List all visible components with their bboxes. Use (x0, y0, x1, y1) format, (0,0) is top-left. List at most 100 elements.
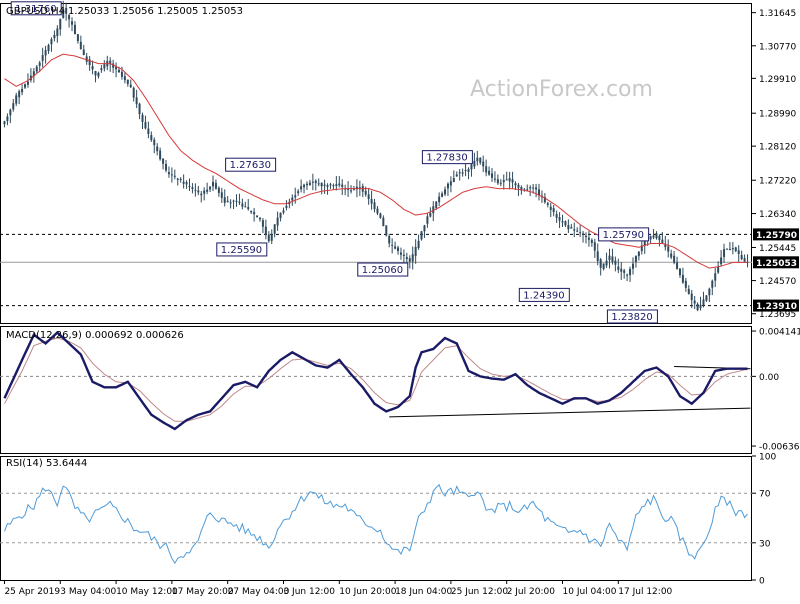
candle-body (59, 19, 62, 30)
price-tick-label: 1.28990 (759, 110, 796, 120)
time-tick-label: 10 Jul 04:00 (563, 587, 617, 597)
candle-body (264, 226, 267, 235)
candle-body (320, 182, 323, 187)
candle-body (209, 186, 212, 190)
candle-body (270, 234, 273, 241)
candle-body (44, 50, 47, 56)
candle-body (21, 88, 24, 93)
candle-body (247, 207, 250, 210)
candle-body (211, 181, 214, 187)
candle-body (244, 206, 247, 208)
candle-body (746, 261, 749, 263)
candle-body (355, 186, 358, 190)
candle-body (120, 71, 123, 77)
candle-body (514, 183, 517, 186)
candle-body (602, 263, 605, 270)
candle-body (232, 200, 235, 202)
candle-body (455, 174, 458, 177)
macd-title: MACD(12,26,9) 0.000692 0.000626 (6, 330, 184, 341)
price-annotation-label: 1.23820 (611, 312, 652, 323)
rsi-tick-label: 0 (759, 577, 765, 587)
candle-body (620, 268, 623, 272)
candle-body (702, 299, 705, 306)
candle-body (402, 254, 405, 256)
candle-body (235, 200, 238, 202)
candle-body (159, 150, 162, 160)
candle-body (464, 170, 467, 172)
candle-body (223, 197, 226, 203)
candle-body (326, 185, 329, 187)
candle-body (26, 81, 29, 85)
price-tick-label: 1.28120 (759, 143, 796, 153)
candle-body (53, 34, 56, 39)
candle-body (608, 255, 611, 261)
candle-body (329, 184, 332, 186)
macd-tick-label: 0.00 (759, 373, 779, 383)
candle-body (147, 128, 150, 134)
candle-body (734, 247, 737, 252)
candle-body (367, 194, 370, 199)
candle-body (303, 184, 306, 188)
candle-body (634, 255, 637, 262)
candle-body (62, 8, 65, 18)
candle-body (664, 243, 667, 248)
time-tick-label: 10 Jun 20:00 (339, 587, 396, 597)
candle-body (282, 210, 285, 213)
candle-body (91, 66, 94, 70)
candle-body (731, 248, 734, 250)
candle-body (687, 288, 690, 294)
candle-body (479, 157, 482, 163)
candle-body (162, 158, 165, 164)
candle-body (491, 173, 494, 178)
rsi-tick-label: 100 (759, 453, 776, 463)
price-tick-label: 1.29910 (759, 75, 796, 85)
price-frame (0, 3, 752, 324)
candle-body (508, 178, 511, 182)
candle-body (38, 62, 41, 66)
candle-body (118, 69, 121, 73)
candle-body (520, 186, 523, 191)
candle-body (414, 246, 417, 256)
candle-body (253, 211, 256, 215)
candle-body (690, 293, 693, 301)
candle-body (423, 225, 426, 232)
candle-body (165, 163, 168, 171)
candle-body (100, 68, 103, 71)
candle-body (50, 39, 53, 45)
candle-body (626, 274, 629, 276)
candle-body (35, 66, 38, 72)
candle-body (737, 250, 740, 254)
candle-body (279, 212, 282, 219)
candle-body (482, 161, 485, 167)
candle-body (711, 280, 714, 288)
candle-body (505, 179, 508, 181)
price-annotation-label: 1.31760 (15, 4, 56, 15)
candle-body (150, 135, 153, 141)
price-tick-label: 1.25445 (759, 244, 796, 254)
candle-body (596, 251, 599, 261)
candle-body (405, 257, 408, 260)
candle-body (573, 229, 576, 231)
time-tick-label: 27 May 04:00 (228, 587, 290, 597)
rsi-panel: 100 70 30 0 (0, 453, 776, 587)
time-tick-label: 17 Jul 12:00 (618, 587, 672, 597)
candle-body (73, 24, 76, 35)
candle-body (426, 216, 429, 224)
candle-body (538, 189, 541, 196)
candle-body (65, 7, 68, 14)
candle-body (449, 181, 452, 186)
candle-body (590, 239, 593, 243)
candle-body (311, 181, 314, 183)
candle-body (693, 300, 696, 304)
price-tick-label: 1.30770 (759, 42, 796, 52)
price-panel: 1.31645 1.30770 1.29910 1.28990 1.28120 1.272… (0, 0, 799, 324)
price-tick-label: 1.24570 (759, 277, 796, 287)
candle-body (94, 71, 97, 76)
price-annotation-label: 1.25060 (362, 265, 403, 276)
candle-body (684, 280, 687, 288)
price-tick-label: 1.23695 (759, 310, 796, 320)
rsi-tick-label: 70 (759, 490, 771, 500)
